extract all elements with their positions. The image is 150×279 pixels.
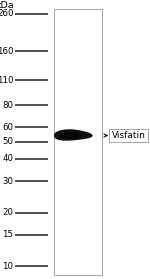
Text: 40: 40 xyxy=(3,154,14,163)
Text: 20: 20 xyxy=(3,208,14,217)
Text: 160: 160 xyxy=(0,47,14,56)
Text: 60: 60 xyxy=(3,123,14,132)
Bar xyxy=(54,9,102,275)
Polygon shape xyxy=(55,130,92,140)
Text: 80: 80 xyxy=(3,100,14,110)
Text: 110: 110 xyxy=(0,76,14,85)
Text: 260: 260 xyxy=(0,9,14,18)
Text: 15: 15 xyxy=(3,230,14,239)
Text: Visfatin: Visfatin xyxy=(112,131,146,140)
Text: 10: 10 xyxy=(3,262,14,271)
Text: 50: 50 xyxy=(3,137,14,146)
Text: kDa: kDa xyxy=(0,1,14,10)
Text: 30: 30 xyxy=(3,177,14,186)
Polygon shape xyxy=(61,133,81,138)
